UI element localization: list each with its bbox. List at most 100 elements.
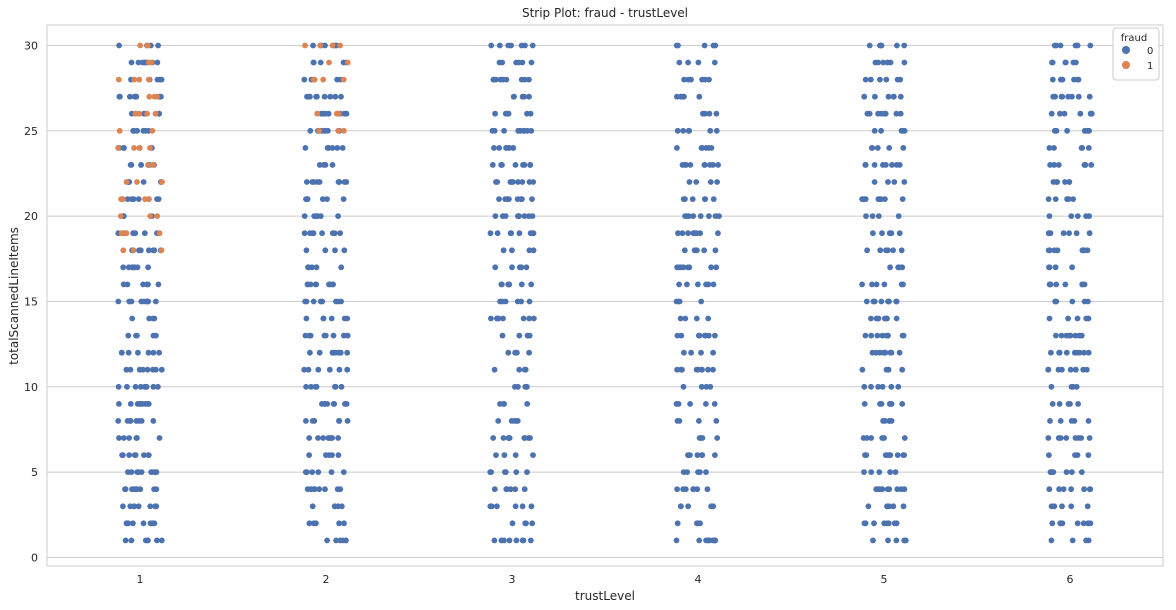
point-fraud-0 (518, 76, 525, 83)
point-fraud-0 (676, 59, 683, 66)
point-fraud-0 (878, 298, 885, 305)
point-fraud-0 (496, 42, 503, 49)
point-fraud-0 (698, 435, 704, 441)
point-fraud-0 (1056, 401, 1063, 407)
point-fraud-0 (322, 247, 329, 254)
point-fraud-1 (131, 145, 138, 151)
point-fraud-0 (1059, 76, 1066, 83)
point-fraud-0 (505, 42, 512, 49)
point-fraud-0 (311, 486, 318, 493)
point-fraud-0 (528, 503, 535, 510)
point-fraud-0 (316, 349, 323, 356)
point-fraud-0 (499, 332, 506, 339)
point-fraud-1 (310, 76, 317, 83)
point-fraud-0 (1079, 281, 1086, 288)
point-fraud-0 (1052, 93, 1058, 100)
point-fraud-0 (123, 366, 130, 373)
point-fraud-0 (492, 213, 499, 220)
point-fraud-0 (1052, 196, 1059, 203)
point-fraud-0 (493, 76, 499, 83)
point-fraud-0 (881, 435, 887, 441)
point-fraud-0 (1050, 469, 1057, 475)
point-fraud-0 (305, 366, 312, 373)
point-fraud-1 (148, 59, 155, 66)
point-fraud-0 (332, 383, 339, 390)
y-tick-label: 15 (24, 295, 38, 308)
point-fraud-0 (673, 401, 680, 407)
point-fraud-0 (683, 162, 689, 168)
point-fraud-0 (328, 469, 335, 475)
point-fraud-0 (865, 503, 872, 510)
point-fraud-0 (336, 349, 342, 356)
point-fraud-0 (705, 315, 712, 322)
point-fraud-0 (337, 230, 343, 237)
point-fraud-0 (528, 281, 535, 288)
point-fraud-0 (861, 383, 868, 390)
point-fraud-0 (321, 93, 328, 100)
point-fraud-0 (489, 162, 496, 168)
point-fraud-0 (712, 332, 718, 339)
point-fraud-1 (123, 179, 130, 185)
point-fraud-0 (711, 401, 718, 407)
point-fraud-0 (1046, 264, 1053, 271)
point-fraud-0 (527, 435, 533, 441)
point-fraud-0 (860, 435, 867, 441)
point-fraud-0 (1074, 315, 1081, 322)
point-fraud-0 (1046, 145, 1053, 151)
point-fraud-0 (712, 452, 718, 458)
point-fraud-0 (329, 230, 336, 237)
point-fraud-0 (895, 264, 902, 271)
point-fraud-0 (681, 349, 687, 356)
point-fraud-0 (863, 452, 870, 458)
point-fraud-0 (497, 401, 503, 407)
point-fraud-0 (1051, 145, 1057, 151)
point-fraud-0 (886, 401, 893, 407)
point-fraud-0 (494, 230, 501, 237)
point-fraud-0 (698, 145, 705, 151)
point-fraud-0 (873, 315, 880, 322)
point-fraud-0 (526, 76, 532, 83)
point-fraud-0 (679, 230, 686, 237)
point-fraud-0 (131, 486, 138, 493)
legend-title: fraud (1121, 33, 1147, 44)
point-fraud-0 (506, 435, 513, 441)
point-fraud-0 (115, 418, 122, 424)
point-fraud-0 (496, 145, 503, 151)
point-fraud-0 (145, 349, 152, 356)
point-fraud-0 (697, 520, 703, 527)
point-fraud-0 (896, 349, 903, 356)
point-fraud-0 (1086, 435, 1093, 441)
point-fraud-0 (1086, 93, 1093, 100)
point-fraud-0 (505, 281, 512, 288)
point-fraud-0 (303, 247, 310, 254)
point-fraud-1 (335, 127, 342, 134)
point-fraud-0 (145, 281, 151, 288)
point-fraud-0 (872, 93, 878, 100)
point-fraud-0 (1046, 452, 1052, 458)
point-fraud-0 (490, 435, 497, 441)
point-fraud-0 (881, 315, 888, 322)
point-fraud-0 (134, 127, 141, 134)
point-fraud-0 (1047, 418, 1053, 424)
point-fraud-0 (702, 162, 708, 168)
point-fraud-0 (693, 230, 700, 237)
point-fraud-0 (1068, 383, 1075, 390)
point-fraud-0 (512, 162, 519, 168)
point-fraud-0 (510, 93, 517, 100)
point-fraud-0 (859, 366, 866, 373)
point-fraud-0 (150, 315, 156, 322)
point-fraud-0 (1057, 110, 1063, 117)
point-fraud-0 (1079, 247, 1086, 254)
point-fraud-0 (878, 127, 884, 134)
point-fraud-0 (529, 520, 536, 527)
point-fraud-0 (876, 349, 883, 356)
point-fraud-0 (132, 383, 139, 390)
point-fraud-0 (1045, 247, 1052, 254)
point-fraud-0 (685, 503, 691, 510)
point-fraud-0 (521, 486, 528, 493)
point-fraud-0 (881, 110, 888, 117)
point-fraud-0 (138, 162, 145, 168)
point-fraud-1 (115, 76, 122, 83)
point-fraud-0 (524, 383, 530, 390)
